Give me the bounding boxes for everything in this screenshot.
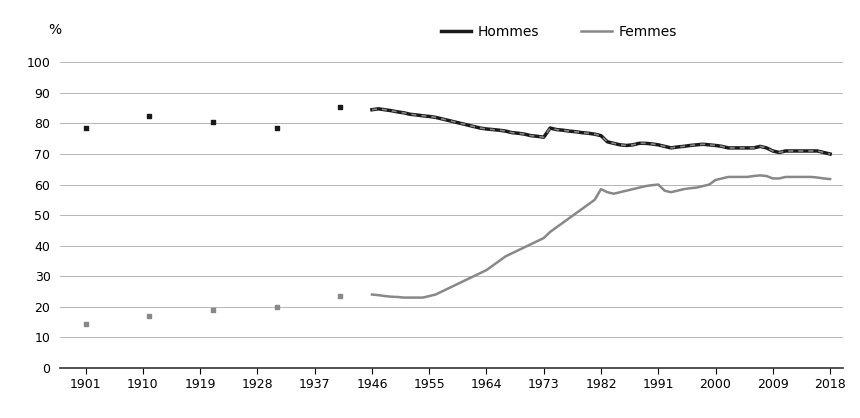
Point	[79, 125, 93, 131]
Point	[334, 293, 347, 299]
Point	[270, 303, 284, 310]
Point	[79, 320, 93, 327]
Point	[143, 112, 157, 119]
Point	[206, 306, 220, 313]
Text: %: %	[48, 23, 62, 38]
Legend: Hommes, Femmes: Hommes, Femmes	[435, 19, 683, 44]
Point	[334, 103, 347, 110]
Point	[270, 125, 284, 131]
Point	[143, 313, 157, 319]
Point	[206, 119, 220, 125]
